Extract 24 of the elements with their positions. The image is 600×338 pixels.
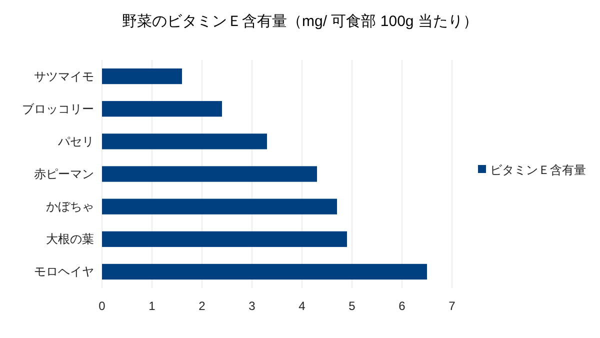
x-tick-label: 4 xyxy=(298,299,306,313)
bar xyxy=(102,68,182,84)
chart-title: 野菜のビタミンＥ含有量（mg/ 可食部 100g 当たり） xyxy=(122,13,478,30)
y-tick-label: 赤ピーマン xyxy=(34,167,94,181)
bar xyxy=(102,101,222,117)
y-tick-label: ブロッコリー xyxy=(22,102,94,116)
x-tick-label: 3 xyxy=(248,299,256,313)
y-tick-label: 大根の葉 xyxy=(46,232,94,246)
y-tick-label: かぼちゃ xyxy=(46,200,94,214)
x-tick-label: 6 xyxy=(398,299,406,313)
x-tick-label: 1 xyxy=(148,299,156,313)
bar xyxy=(102,231,347,247)
y-tick-label: モロヘイヤ xyxy=(34,264,94,279)
bar xyxy=(102,166,317,182)
bar xyxy=(102,134,267,150)
bar xyxy=(102,198,337,214)
x-tick-label: 0 xyxy=(98,299,106,313)
x-tick-label: 5 xyxy=(348,299,356,313)
legend-label: ビタミンＥ含有量 xyxy=(490,163,586,177)
y-tick-label: サツマイモ xyxy=(34,69,94,84)
x-tick-label: 2 xyxy=(198,299,206,313)
bar xyxy=(102,264,427,280)
y-tick-label: パセリ xyxy=(57,134,94,148)
x-tick-label: 7 xyxy=(448,299,456,313)
